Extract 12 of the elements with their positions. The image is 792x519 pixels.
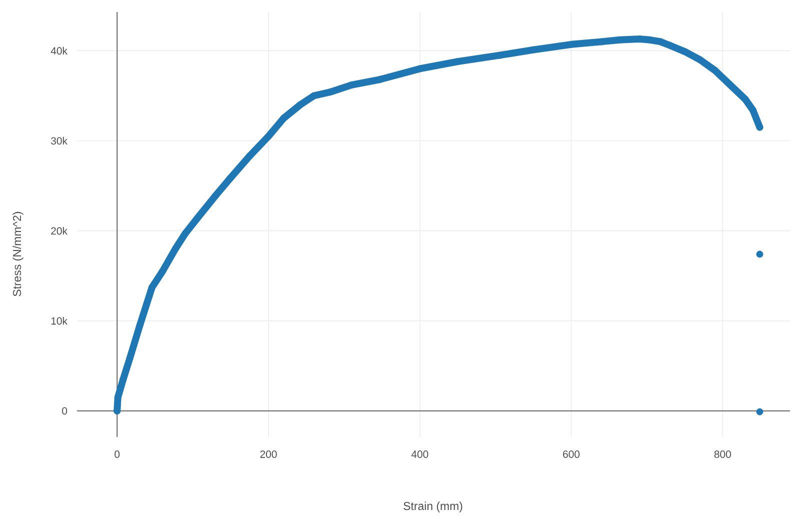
x-tick-label: 400 (411, 450, 428, 458)
x-axis-title: Strain (mm) (404, 502, 462, 512)
x-tick-label: 800 (714, 450, 731, 458)
y-tick-label: 20k (51, 226, 68, 235)
x-tick-label: 200 (260, 450, 277, 458)
y-tick-label: 0 (62, 407, 68, 415)
y-axis-title: Stress (N/mm^2) (12, 212, 24, 296)
x-tick-label: 0 (114, 450, 120, 458)
x-tick-label: 600 (563, 450, 580, 458)
y-tick-label: 30k (51, 136, 68, 145)
y-tick-label: 40k (50, 46, 68, 55)
y-tick-label: 10k (51, 317, 68, 325)
